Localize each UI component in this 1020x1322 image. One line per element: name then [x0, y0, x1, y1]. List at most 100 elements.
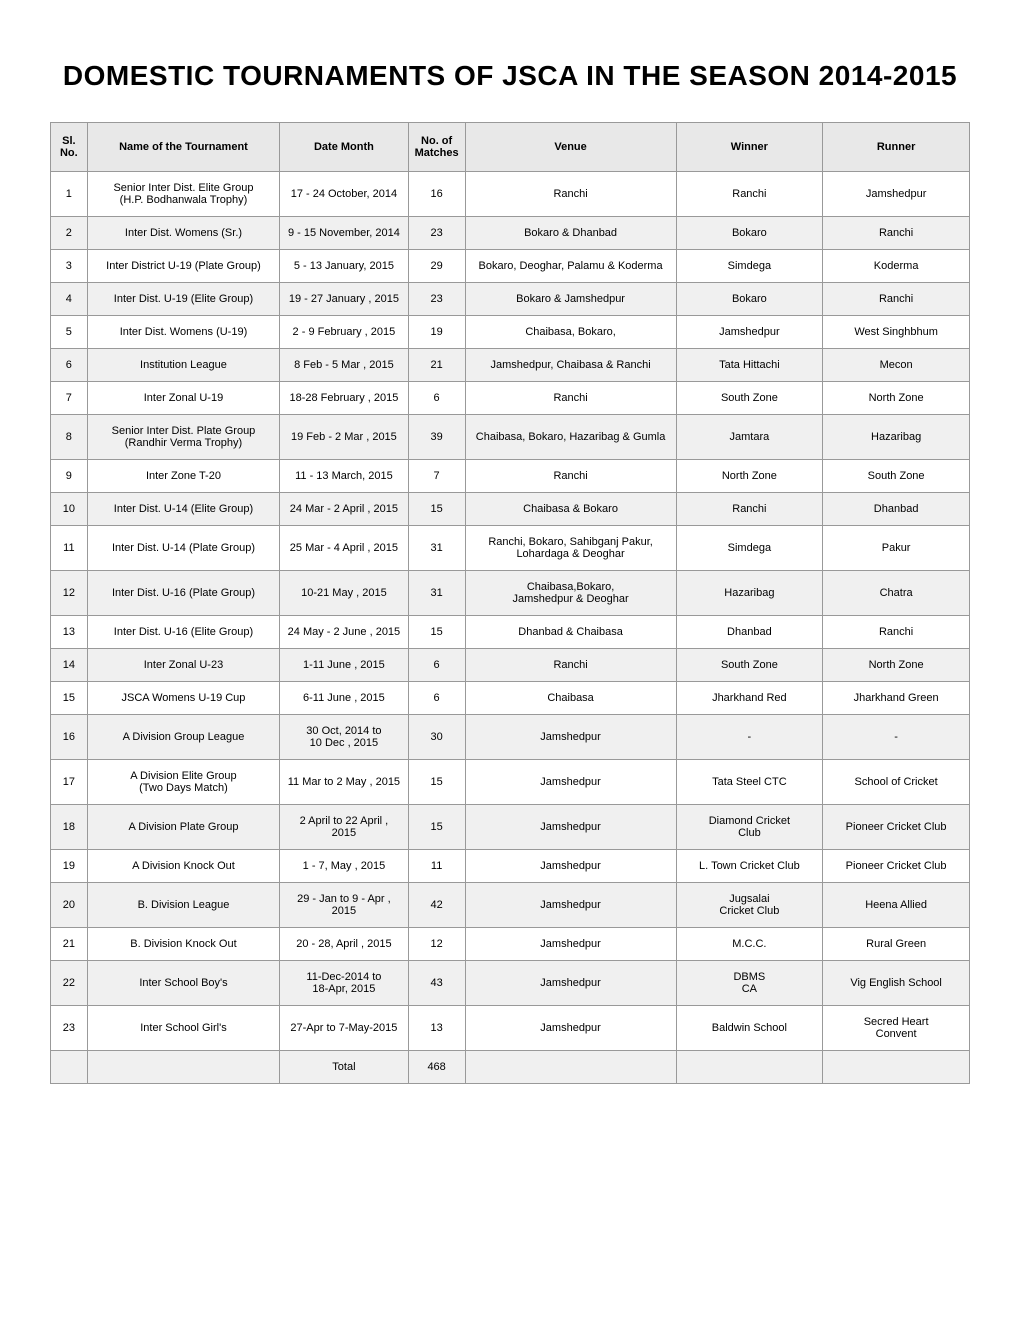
cell-winner: -	[676, 715, 823, 760]
cell-matches: 16	[408, 172, 465, 217]
cell-name: B. Division Knock Out	[87, 928, 280, 961]
cell-date: 30 Oct, 2014 to10 Dec , 2015	[280, 715, 408, 760]
tournaments-table: Sl. No. Name of the Tournament Date Mont…	[50, 122, 970, 1084]
cell-venue: Chaibasa, Bokaro,	[465, 316, 676, 349]
cell-winner: Jamtara	[676, 415, 823, 460]
cell-name: Inter Zone T-20	[87, 460, 280, 493]
cell-date: 1 - 7, May , 2015	[280, 850, 408, 883]
cell-matches: 23	[408, 283, 465, 316]
cell-sl: 16	[51, 715, 88, 760]
cell-name: A Division Plate Group	[87, 805, 280, 850]
cell-name: JSCA Womens U-19 Cup	[87, 682, 280, 715]
cell-name: Inter Dist. U-16 (Elite Group)	[87, 616, 280, 649]
cell-venue: Jamshedpur	[465, 928, 676, 961]
cell-matches: 19	[408, 316, 465, 349]
cell-date: 2 April to 22 April , 2015	[280, 805, 408, 850]
cell-date: 2 - 9 February , 2015	[280, 316, 408, 349]
cell-venue: Ranchi	[465, 382, 676, 415]
cell-runner: South Zone	[823, 460, 970, 493]
cell-venue: Jamshedpur	[465, 883, 676, 928]
table-row: 17A Division Elite Group(Two Days Match)…	[51, 760, 970, 805]
cell-venue: Bokaro & Jamshedpur	[465, 283, 676, 316]
cell-venue: Chaibasa & Bokaro	[465, 493, 676, 526]
header-venue: Venue	[465, 123, 676, 172]
table-header-row: Sl. No. Name of the Tournament Date Mont…	[51, 123, 970, 172]
cell-matches: 21	[408, 349, 465, 382]
cell-name: Inter School Girl's	[87, 1006, 280, 1051]
table-row: 6Institution League8 Feb - 5 Mar , 20152…	[51, 349, 970, 382]
cell-matches: 11	[408, 850, 465, 883]
cell-runner: Jamshedpur	[823, 172, 970, 217]
cell-runner: Ranchi	[823, 616, 970, 649]
table-row: 4Inter Dist. U-19 (Elite Group)19 - 27 J…	[51, 283, 970, 316]
cell-date: 27-Apr to 7-May-2015	[280, 1006, 408, 1051]
cell-sl: 8	[51, 415, 88, 460]
cell-runner: Hazaribag	[823, 415, 970, 460]
cell-matches: 15	[408, 616, 465, 649]
cell-venue: Jamshedpur	[465, 715, 676, 760]
cell-venue: Jamshedpur	[465, 1006, 676, 1051]
cell-matches: 42	[408, 883, 465, 928]
cell-name: Senior Inter Dist. Plate Group(Randhir V…	[87, 415, 280, 460]
cell-venue: Jamshedpur	[465, 805, 676, 850]
cell-name: A Division Elite Group(Two Days Match)	[87, 760, 280, 805]
cell-date: 10-21 May , 2015	[280, 571, 408, 616]
table-row: 5Inter Dist. Womens (U-19)2 - 9 February…	[51, 316, 970, 349]
cell-winner: Tata Hittachi	[676, 349, 823, 382]
cell-runner: Pakur	[823, 526, 970, 571]
table-row: 7Inter Zonal U-1918-28 February , 20156R…	[51, 382, 970, 415]
total-empty	[87, 1051, 280, 1084]
cell-date: 29 - Jan to 9 - Apr , 2015	[280, 883, 408, 928]
cell-venue: Chaibasa,Bokaro,Jamshedpur & Deoghar	[465, 571, 676, 616]
header-runner: Runner	[823, 123, 970, 172]
total-label: Total	[280, 1051, 408, 1084]
cell-name: A Division Group League	[87, 715, 280, 760]
cell-venue: Bokaro, Deoghar, Palamu & Koderma	[465, 250, 676, 283]
cell-sl: 10	[51, 493, 88, 526]
cell-sl: 15	[51, 682, 88, 715]
cell-sl: 17	[51, 760, 88, 805]
cell-name: Inter School Boy's	[87, 961, 280, 1006]
cell-matches: 30	[408, 715, 465, 760]
cell-runner: Vig English School	[823, 961, 970, 1006]
table-row: 18A Division Plate Group2 April to 22 Ap…	[51, 805, 970, 850]
cell-date: 6-11 June , 2015	[280, 682, 408, 715]
cell-runner: Rural Green	[823, 928, 970, 961]
header-winner: Winner	[676, 123, 823, 172]
cell-matches: 6	[408, 649, 465, 682]
cell-runner: Secred HeartConvent	[823, 1006, 970, 1051]
cell-date: 18-28 February , 2015	[280, 382, 408, 415]
cell-sl: 20	[51, 883, 88, 928]
cell-runner: -	[823, 715, 970, 760]
cell-runner: Ranchi	[823, 217, 970, 250]
cell-venue: Ranchi	[465, 649, 676, 682]
cell-runner: Mecon	[823, 349, 970, 382]
cell-name: Inter Dist. U-14 (Plate Group)	[87, 526, 280, 571]
cell-winner: Ranchi	[676, 172, 823, 217]
cell-winner: Hazaribag	[676, 571, 823, 616]
cell-winner: JugsalaiCricket Club	[676, 883, 823, 928]
cell-venue: Ranchi	[465, 172, 676, 217]
header-matches: No. of Matches	[408, 123, 465, 172]
cell-matches: 31	[408, 526, 465, 571]
cell-winner: DBMSCA	[676, 961, 823, 1006]
cell-name: Inter Zonal U-19	[87, 382, 280, 415]
cell-runner: School of Cricket	[823, 760, 970, 805]
cell-sl: 1	[51, 172, 88, 217]
cell-sl: 9	[51, 460, 88, 493]
table-row: 1Senior Inter Dist. Elite Group(H.P. Bod…	[51, 172, 970, 217]
cell-sl: 11	[51, 526, 88, 571]
cell-winner: Tata Steel CTC	[676, 760, 823, 805]
cell-date: 19 - 27 January , 2015	[280, 283, 408, 316]
cell-matches: 23	[408, 217, 465, 250]
cell-matches: 43	[408, 961, 465, 1006]
cell-date: 8 Feb - 5 Mar , 2015	[280, 349, 408, 382]
total-empty	[676, 1051, 823, 1084]
cell-runner: North Zone	[823, 649, 970, 682]
cell-winner: L. Town Cricket Club	[676, 850, 823, 883]
cell-venue: Jamshedpur, Chaibasa & Ranchi	[465, 349, 676, 382]
cell-sl: 14	[51, 649, 88, 682]
table-row: 12Inter Dist. U-16 (Plate Group)10-21 Ma…	[51, 571, 970, 616]
cell-runner: Koderma	[823, 250, 970, 283]
cell-matches: 29	[408, 250, 465, 283]
